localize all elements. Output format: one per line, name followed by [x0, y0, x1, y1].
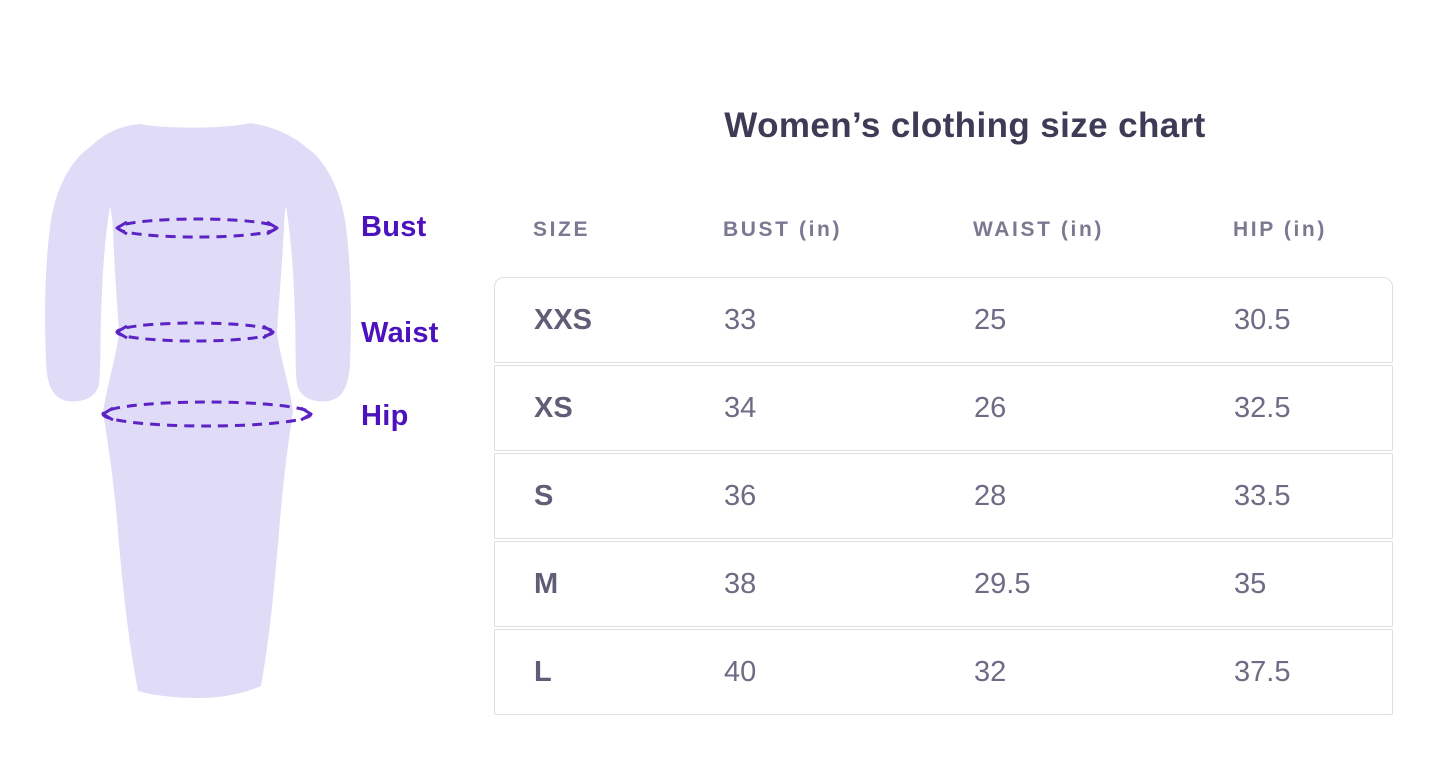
waist-cell: 29.5 — [974, 567, 1031, 600]
column-header-hip: HIP (in) — [1233, 218, 1327, 241]
table-row: M 38 29.5 35 — [494, 541, 1393, 627]
bust-cell: 34 — [724, 391, 757, 424]
bust-cell: 38 — [724, 567, 757, 600]
dress-body — [90, 123, 306, 698]
dress-illustration — [45, 123, 351, 698]
hip-label: Hip — [361, 400, 409, 432]
page-title: Women’s clothing size chart — [724, 106, 1206, 145]
size-cell: S — [534, 479, 554, 512]
waist-measure-ellipse — [115, 321, 275, 343]
table-row: S 36 28 33.5 — [494, 453, 1393, 539]
waist-label: Waist — [361, 317, 439, 349]
hip-cell: 30.5 — [1234, 303, 1291, 336]
table-row: XS 34 26 32.5 — [494, 365, 1393, 451]
hip-measure-ellipse — [101, 400, 313, 428]
hip-cell: 37.5 — [1234, 655, 1291, 688]
size-cell: XXS — [534, 303, 593, 336]
waist-cell: 28 — [974, 479, 1007, 512]
column-header-bust: BUST (in) — [723, 218, 843, 241]
table-row: L 40 32 37.5 — [494, 629, 1393, 715]
size-table-header: SIZE BUST (in) WAIST (in) HIP (in) — [494, 218, 1393, 242]
waist-cell: 26 — [974, 391, 1007, 424]
dress-left-sleeve — [45, 146, 126, 402]
bust-label: Bust — [361, 211, 427, 243]
hip-cell: 32.5 — [1234, 391, 1291, 424]
bust-cell: 33 — [724, 303, 757, 336]
bust-measure-ellipse — [115, 217, 279, 239]
bust-cell: 40 — [724, 655, 757, 688]
waist-cell: 25 — [974, 303, 1007, 336]
bust-cell: 36 — [724, 479, 757, 512]
dress-right-sleeve — [270, 146, 351, 402]
size-cell: L — [534, 655, 552, 688]
column-header-size: SIZE — [533, 218, 591, 241]
size-cell: M — [534, 567, 559, 600]
hip-cell: 35 — [1234, 567, 1267, 600]
hip-cell: 33.5 — [1234, 479, 1291, 512]
waist-cell: 32 — [974, 655, 1007, 688]
size-cell: XS — [534, 391, 573, 424]
column-header-waist: WAIST (in) — [973, 218, 1104, 241]
table-row: XXS 33 25 30.5 — [494, 277, 1393, 363]
size-table-body: XXS 33 25 30.5 XS 34 26 32.5 S 36 28 33.… — [494, 277, 1393, 715]
